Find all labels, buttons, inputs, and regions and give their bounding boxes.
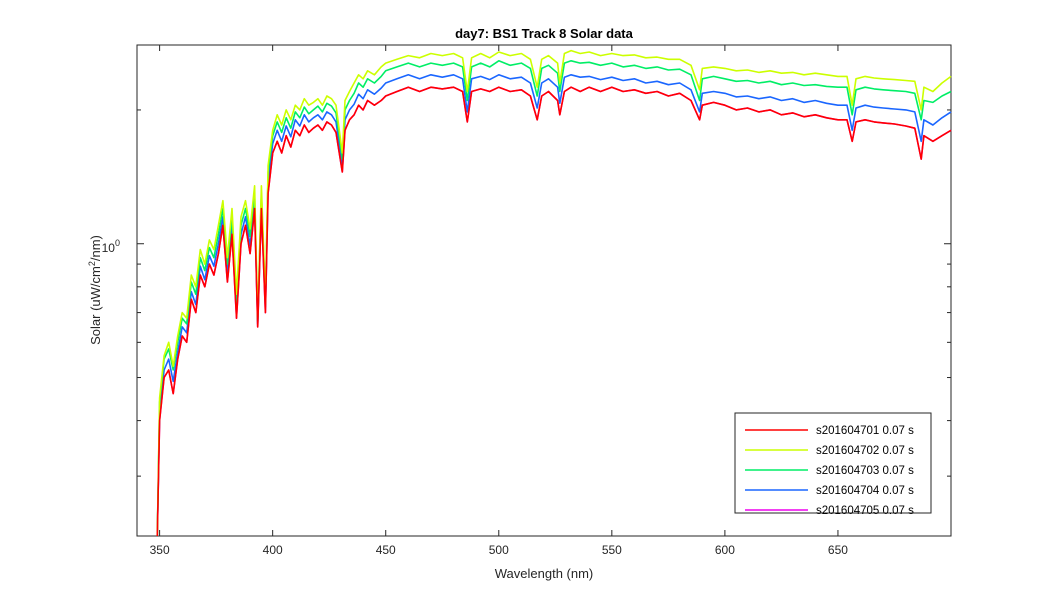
y-axis-label: Solar (uW/cm2/nm) xyxy=(87,235,103,345)
x-tick-label: 650 xyxy=(828,543,848,557)
y-axis-label-sup: 2 xyxy=(87,261,97,266)
chart-title: day7: BS1 Track 8 Solar data xyxy=(455,26,634,41)
y-tick-label: 100 xyxy=(102,238,120,255)
legend-label-3: s201604703 0.07 s xyxy=(816,465,914,477)
y-tick-label-exp: 0 xyxy=(115,238,120,248)
plot-area xyxy=(136,44,952,537)
y-tick-label-base: 10 xyxy=(102,241,116,255)
series-group xyxy=(156,49,952,537)
ticks-group xyxy=(137,45,951,536)
x-tick-label: 600 xyxy=(715,543,735,557)
series-line-2 xyxy=(156,49,952,537)
legend-label-2: s201604702 0.07 s xyxy=(816,445,914,457)
x-tick-label: 500 xyxy=(489,543,509,557)
legend: s201604701 0.07 s s201604702 0.07 s s20160… xyxy=(734,412,932,517)
x-tick-label: 550 xyxy=(602,543,622,557)
legend-label-1: s201604701 0.07 s xyxy=(816,425,914,437)
series-line-1 xyxy=(156,86,952,537)
y-axis-label-main: Solar (uW/cm xyxy=(88,266,103,345)
x-tick-label: 350 xyxy=(150,543,170,557)
x-tick-label: 450 xyxy=(376,543,396,557)
x-axis-label: Wavelength (nm) xyxy=(495,566,594,581)
legend-label-4: s201604704 0.07 s xyxy=(816,485,914,497)
legend-label-5: s201604705 0.07 s xyxy=(816,505,914,517)
x-tick-labels: 350 400 450 500 550 600 650 xyxy=(150,543,849,557)
x-tick-label: 400 xyxy=(263,543,283,557)
y-axis-label-tail: /nm) xyxy=(88,235,103,261)
